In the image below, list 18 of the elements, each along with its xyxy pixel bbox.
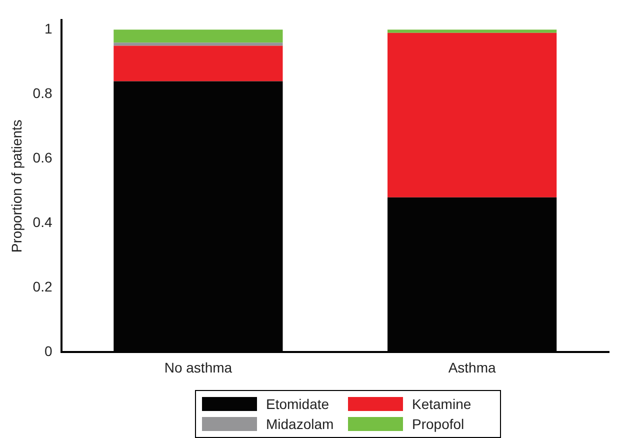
x-tick-label: No asthma xyxy=(164,359,232,376)
legend-label: Ketamine xyxy=(412,396,472,412)
bar xyxy=(388,32,557,198)
y-axis-title: Proportion of patients xyxy=(8,120,24,253)
bar xyxy=(114,42,283,46)
y-tick-label: 0 xyxy=(44,343,52,360)
y-tick-label: 0.2 xyxy=(32,278,52,295)
legend-label: Midazolam xyxy=(266,416,334,432)
y-tick-label: 1 xyxy=(44,20,52,37)
bar xyxy=(388,30,557,33)
y-tick-label: 0.4 xyxy=(32,214,52,230)
y-tick-label: 0.6 xyxy=(32,150,52,166)
legend-label: Propofol xyxy=(412,416,464,432)
x-tick-label: Asthma xyxy=(448,359,496,376)
legend-label: Etomidate xyxy=(266,396,330,412)
bar xyxy=(114,46,283,82)
y-tick-label: 0.8 xyxy=(32,85,52,102)
bar xyxy=(114,30,283,43)
